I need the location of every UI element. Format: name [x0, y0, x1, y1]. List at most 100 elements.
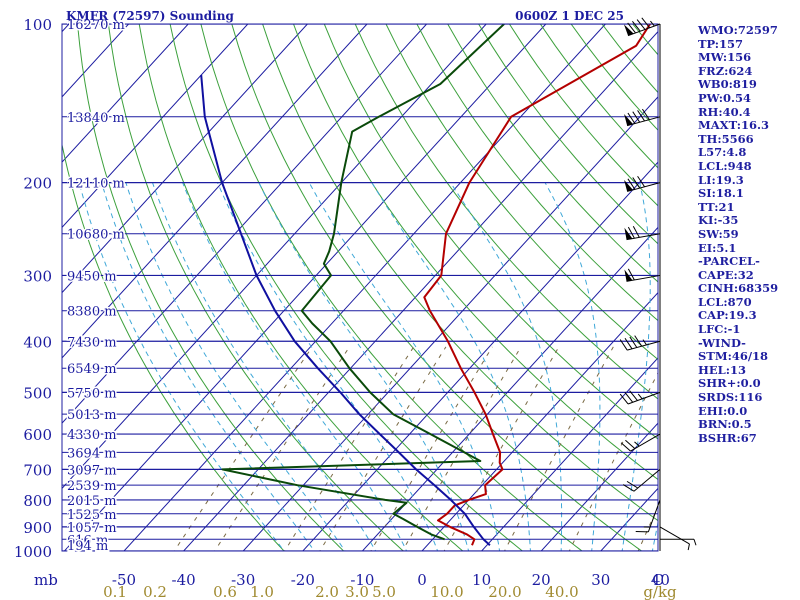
isotherm-line	[62, 24, 308, 294]
height-label-halo: 7430 m	[67, 335, 117, 350]
height-label: 3694 m	[67, 446, 117, 461]
isotherm-line	[302, 161, 658, 551]
height-label-halo: 16270 m	[67, 18, 125, 33]
height-label-halo: 10680 m	[67, 228, 125, 243]
height-label-halo: 194 m	[67, 539, 108, 554]
height-label: 8380 m	[67, 305, 117, 320]
isotherm-line	[62, 24, 427, 424]
dry-adiabat-line	[169, 24, 524, 551]
dry-adiabat-line	[262, 24, 658, 522]
temperature-tick-label: -20	[291, 571, 315, 589]
height-label-halo: 5750 m	[67, 386, 117, 401]
temperature-tick-label: 30	[591, 571, 610, 589]
stability-index: -PARCEL-	[698, 254, 760, 269]
pressure-tick-label: 500	[23, 384, 52, 402]
dry-adiabat-line	[323, 24, 658, 440]
mixing-ratio-tick-label: 0.6	[213, 583, 237, 600]
pressure-tick-label: 300	[23, 267, 52, 285]
stability-index: WMO:72597	[698, 23, 778, 37]
temperature-tick-label: -10	[350, 571, 374, 589]
wind-barb	[659, 526, 690, 551]
stability-index: CINH:68359	[698, 281, 779, 296]
stability-index: LFC:-1	[698, 322, 741, 337]
height-label: 4330 m	[67, 428, 117, 443]
moist-adiabat-line	[371, 182, 531, 551]
dry-adiabat-line	[354, 24, 658, 400]
mixing-ratio-tick-label: 0.2	[143, 583, 167, 600]
moist-adiabat-line	[101, 182, 316, 551]
stability-index: BSHR:67	[698, 430, 757, 445]
mixing-ratio-line	[568, 371, 658, 551]
dry-adiabat-line	[293, 24, 658, 481]
temperature-profile-line	[423, 24, 651, 546]
dry-adiabat-line	[416, 24, 658, 322]
isotherm-line	[62, 24, 487, 490]
isotherm-line	[480, 357, 658, 551]
mixing-ratio-tick-label: 5.0	[372, 583, 396, 600]
height-label: 5750 m	[67, 386, 117, 401]
isotherm-line	[62, 24, 189, 163]
pressure-tick-label: 200	[23, 175, 52, 193]
pressure-tick-label: 900	[23, 519, 52, 537]
temperature-tick-label: 10	[472, 571, 491, 589]
stability-index: WB0:819	[698, 77, 757, 92]
pressure-tick-label: 700	[23, 461, 52, 479]
isotherm-line	[540, 422, 658, 551]
stability-index: PW:0.54	[698, 90, 752, 105]
stability-index: CAPE:32	[698, 267, 754, 282]
mixing-ratio-unit-label: g/kg	[643, 583, 677, 600]
moist-adiabat-line	[258, 182, 470, 551]
mixing-ratio-line	[503, 346, 614, 551]
height-label-halo: 9450 m	[67, 269, 117, 284]
mixing-ratio-tick-label: 0.1	[103, 583, 127, 600]
wind-barb	[660, 538, 697, 546]
height-label: 10680 m	[67, 228, 125, 243]
moist-adiabat-line	[78, 182, 285, 551]
stability-index: SI:18.1	[698, 186, 744, 201]
dry-adiabat-line	[138, 24, 464, 551]
temperature-unit-label: C	[652, 571, 663, 589]
height-label: 5013 m	[67, 408, 117, 423]
height-label: 9450 m	[67, 269, 117, 284]
wind-barb	[624, 225, 661, 241]
stability-index: LCL:948	[698, 158, 752, 173]
temperature-tick-label: -50	[112, 571, 136, 589]
isotherm-line	[63, 24, 547, 551]
dewpoint-profile-line	[221, 24, 505, 541]
valid-time: 0600Z 1 DEC 25	[515, 9, 624, 23]
height-label-halo: 13840 m	[67, 111, 125, 126]
height-label: 1057 m	[67, 521, 117, 536]
isotherm-line	[361, 226, 658, 551]
height-label-halo: 1057 m	[67, 521, 117, 536]
parcel-profile-line	[200, 75, 491, 546]
stability-index: MW:156	[698, 50, 752, 65]
stability-index: SRDS:116	[698, 390, 763, 405]
mixing-ratio-line	[173, 346, 313, 551]
wind-barb	[623, 17, 661, 37]
height-label: 2015 m	[67, 494, 117, 509]
height-label: 3097 m	[67, 463, 117, 478]
moist-adiabat-line	[450, 182, 563, 551]
temperature-tick-label: -30	[231, 571, 255, 589]
stability-index: LI:19.3	[698, 172, 744, 187]
stability-index: L57:4.8	[698, 145, 747, 160]
temperature-tick-label: 20	[532, 571, 551, 589]
temperature-tick-label: 0	[417, 571, 427, 589]
height-label: 16270 m	[67, 18, 125, 33]
height-label-halo: 3097 m	[67, 463, 117, 478]
moist-adiabat-line	[621, 182, 651, 551]
dry-adiabat-line	[385, 24, 658, 361]
pressure-tick-label: 800	[23, 492, 52, 510]
stability-indices-panel: WMO:72597 TP:157 MW:156 FRZ:624 WB0:819 PW:0.…	[698, 23, 798, 445]
temperature-tick-label: -40	[172, 571, 196, 589]
mixing-ratio-line	[284, 346, 415, 551]
height-label: 6549 m	[67, 362, 117, 377]
wind-barb	[620, 433, 661, 452]
wind-barb	[619, 390, 661, 405]
height-label-halo: 2015 m	[67, 494, 117, 509]
moist-adiabat-line	[182, 182, 408, 551]
mixing-ratio-line	[319, 346, 447, 551]
stability-index: KI:-35	[698, 213, 739, 228]
height-label-halo: 5013 m	[67, 408, 117, 423]
